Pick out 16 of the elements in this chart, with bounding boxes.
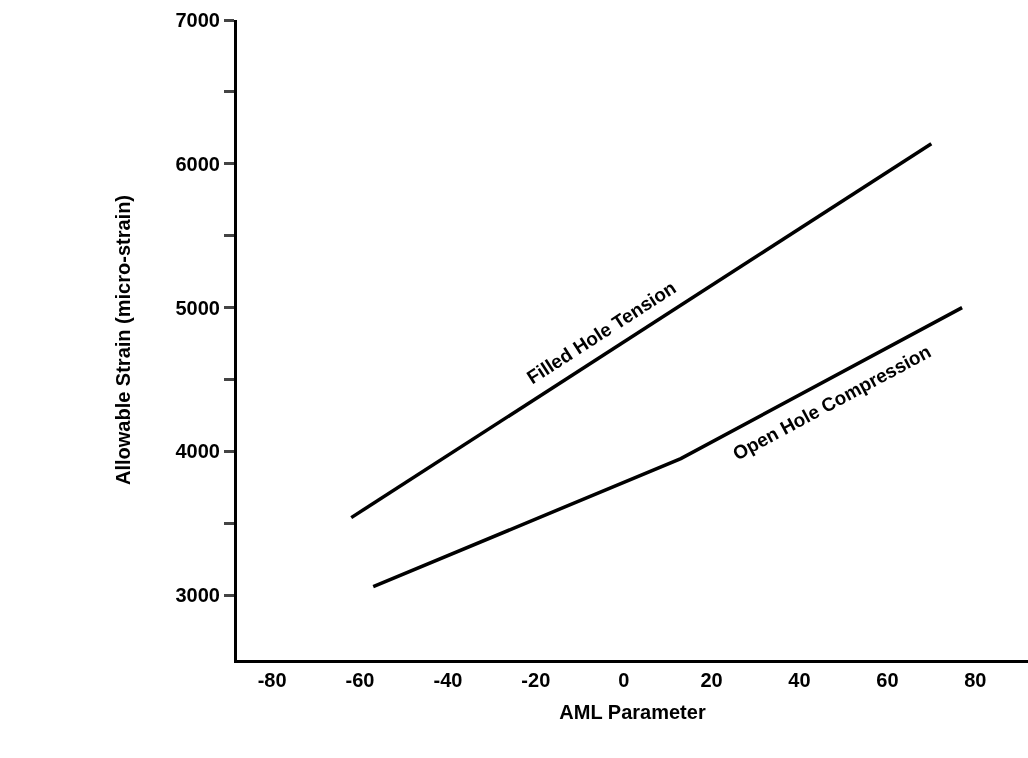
- y-tick-label: 7000: [175, 9, 220, 31]
- y-axis-title: Allowable Strain (micro-strain): [112, 194, 134, 486]
- x-axis-title: AML Parameter: [559, 700, 706, 723]
- x-tick-label: 80: [964, 669, 987, 691]
- x-tick-label: -40: [433, 669, 463, 691]
- x-tick-label: 60: [876, 669, 899, 691]
- y-tick-label: 6000: [175, 152, 220, 175]
- x-tick-label: 40: [788, 669, 811, 691]
- x-tick-label: -60: [345, 669, 375, 691]
- x-tick-label: 0: [618, 669, 630, 691]
- x-tick-label: -20: [521, 669, 551, 691]
- y-tick-label: 4000: [175, 440, 220, 463]
- x-tick-label: -80: [257, 669, 287, 691]
- y-tick-label: 3000: [175, 584, 220, 607]
- x-tick-label: 20: [700, 669, 723, 691]
- y-tick-label: 5000: [175, 296, 220, 319]
